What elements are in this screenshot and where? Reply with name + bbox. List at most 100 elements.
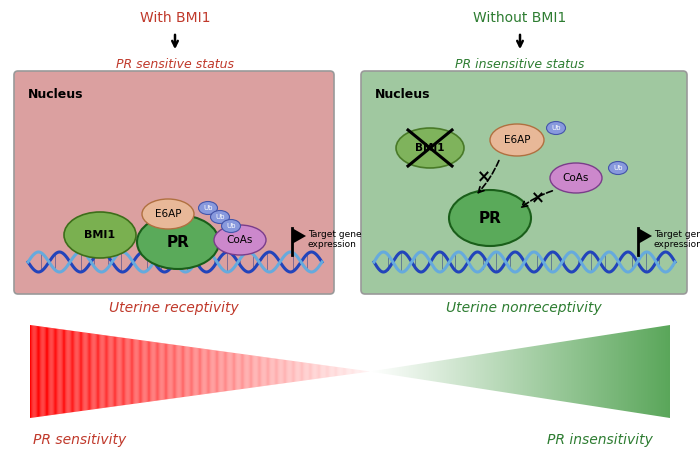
Polygon shape (395, 367, 396, 376)
Polygon shape (548, 344, 549, 399)
Polygon shape (378, 370, 379, 373)
Polygon shape (666, 326, 667, 418)
Polygon shape (473, 355, 474, 388)
Polygon shape (432, 362, 433, 381)
Polygon shape (160, 343, 162, 400)
Polygon shape (563, 341, 564, 402)
Text: ×: × (531, 189, 545, 207)
Polygon shape (459, 358, 460, 385)
Polygon shape (544, 345, 545, 399)
Polygon shape (365, 371, 367, 372)
Polygon shape (602, 335, 603, 408)
Polygon shape (338, 367, 339, 376)
Polygon shape (211, 350, 213, 393)
Polygon shape (182, 346, 183, 397)
Polygon shape (404, 366, 405, 377)
Polygon shape (476, 355, 477, 388)
Polygon shape (239, 354, 241, 389)
Polygon shape (553, 343, 554, 400)
Polygon shape (283, 359, 284, 384)
Polygon shape (410, 365, 411, 378)
Polygon shape (233, 353, 234, 390)
Polygon shape (301, 362, 302, 381)
Polygon shape (298, 362, 299, 381)
Polygon shape (319, 365, 320, 379)
Polygon shape (496, 352, 497, 391)
Polygon shape (245, 354, 246, 389)
Polygon shape (384, 369, 385, 374)
Polygon shape (610, 334, 611, 409)
Polygon shape (607, 335, 608, 408)
Polygon shape (275, 359, 276, 385)
Polygon shape (224, 352, 225, 392)
FancyBboxPatch shape (14, 71, 334, 294)
Polygon shape (235, 353, 237, 390)
Polygon shape (631, 331, 632, 412)
Polygon shape (269, 358, 270, 385)
Polygon shape (552, 343, 553, 400)
Text: Ub: Ub (226, 223, 236, 229)
Polygon shape (460, 358, 461, 385)
Polygon shape (510, 350, 511, 393)
Polygon shape (654, 327, 655, 416)
Polygon shape (516, 349, 517, 394)
Polygon shape (234, 353, 235, 390)
Polygon shape (526, 347, 527, 396)
Polygon shape (132, 339, 133, 404)
Polygon shape (638, 330, 639, 413)
Polygon shape (43, 327, 45, 416)
Polygon shape (582, 339, 583, 405)
Polygon shape (537, 345, 538, 398)
Polygon shape (667, 326, 668, 418)
Polygon shape (177, 345, 178, 398)
Polygon shape (37, 326, 38, 417)
Polygon shape (210, 350, 211, 393)
Polygon shape (286, 360, 287, 383)
Polygon shape (547, 344, 548, 399)
Polygon shape (45, 327, 46, 416)
Polygon shape (383, 369, 384, 374)
Polygon shape (482, 354, 483, 389)
Polygon shape (430, 362, 431, 381)
Ellipse shape (137, 215, 219, 269)
Polygon shape (445, 360, 446, 383)
Polygon shape (489, 353, 490, 390)
Polygon shape (246, 355, 248, 388)
Polygon shape (396, 367, 397, 376)
Polygon shape (571, 340, 572, 403)
Polygon shape (260, 357, 261, 386)
Ellipse shape (396, 128, 464, 168)
Polygon shape (400, 367, 401, 376)
Polygon shape (613, 334, 614, 409)
Polygon shape (659, 326, 660, 417)
Polygon shape (525, 347, 526, 396)
Polygon shape (644, 329, 645, 414)
Text: PR sensitivity: PR sensitivity (34, 433, 127, 447)
Polygon shape (78, 332, 80, 412)
Polygon shape (565, 341, 566, 402)
Polygon shape (596, 336, 597, 407)
Polygon shape (74, 331, 76, 412)
Polygon shape (407, 365, 408, 378)
Polygon shape (328, 366, 329, 377)
Text: Target gene
expression: Target gene expression (654, 230, 700, 249)
Polygon shape (504, 351, 505, 392)
Polygon shape (470, 356, 471, 387)
Polygon shape (377, 370, 378, 373)
Polygon shape (131, 339, 132, 404)
Polygon shape (375, 371, 376, 372)
Polygon shape (159, 343, 160, 400)
Polygon shape (614, 333, 615, 410)
Polygon shape (58, 329, 60, 414)
Polygon shape (662, 326, 663, 417)
Polygon shape (180, 345, 181, 398)
Polygon shape (431, 362, 432, 381)
Polygon shape (206, 349, 208, 394)
Polygon shape (558, 342, 559, 401)
Polygon shape (539, 345, 540, 398)
Polygon shape (427, 363, 428, 380)
Polygon shape (186, 346, 188, 397)
Polygon shape (293, 361, 294, 382)
Polygon shape (360, 370, 361, 373)
Polygon shape (490, 353, 491, 390)
